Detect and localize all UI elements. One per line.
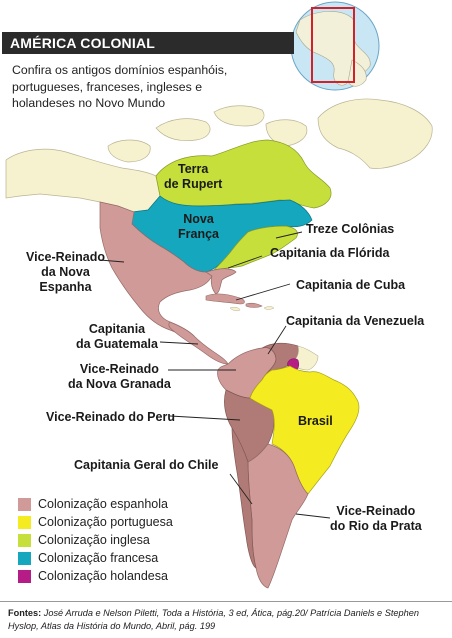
region-chile bbox=[231, 426, 257, 569]
sources-text: José Arruda e Nelson Piletti, Toda a His… bbox=[8, 608, 419, 631]
region-nova-espanha bbox=[99, 201, 213, 337]
label-cuba: Capitania de Cuba bbox=[296, 278, 406, 292]
legend-label: Colonização portuguesa bbox=[38, 515, 173, 529]
legend-label: Colonização inglesa bbox=[38, 533, 150, 547]
legend-label: Colonização francesa bbox=[38, 551, 159, 565]
globe-locator bbox=[290, 1, 380, 91]
sources: Fontes: José Arruda e Nelson Piletti, To… bbox=[8, 607, 448, 632]
legend-swatch bbox=[18, 570, 31, 583]
legend-label: Colonização espanhola bbox=[38, 497, 168, 511]
label-florida: Capitania da Flórida bbox=[270, 246, 390, 260]
legend-swatch bbox=[18, 552, 31, 565]
legend-item: Colonização holandesa bbox=[18, 568, 218, 586]
legend-swatch bbox=[18, 498, 31, 511]
label-treze-colonias: Treze Colônias bbox=[306, 222, 395, 236]
legend-swatch bbox=[18, 516, 31, 529]
label-rio-da-prata: Vice-Reinado do Rio da Prata bbox=[330, 504, 422, 534]
label-line: Nova bbox=[183, 212, 214, 226]
subtitle: Confira os antigos domínios espanhóis, p… bbox=[12, 63, 228, 110]
region-treze-colonias bbox=[212, 225, 298, 271]
caribbean-islands bbox=[205, 293, 275, 312]
page-title: AMÉRICA COLONIAL bbox=[10, 35, 156, 51]
sources-prefix: Fontes: bbox=[8, 608, 42, 618]
legend-item: Colonização espanhola bbox=[18, 496, 218, 514]
region-florida bbox=[205, 268, 237, 295]
label-line: da Guatemala bbox=[76, 337, 158, 351]
label-line: da Nova bbox=[41, 265, 90, 279]
label-line: Espanha bbox=[39, 280, 92, 294]
label-line: França bbox=[178, 227, 219, 241]
legend-item: Colonização francesa bbox=[18, 550, 218, 568]
label-nova-franca: Nova França bbox=[178, 212, 219, 242]
legend-item: Colonização inglesa bbox=[18, 532, 218, 550]
label-brasil: Brasil bbox=[298, 414, 333, 428]
label-line: de Rupert bbox=[164, 177, 223, 191]
label-nova-espanha: Vice-Reinado da Nova Espanha bbox=[26, 250, 105, 295]
label-line: Capitania bbox=[88, 322, 146, 336]
legend-item: Colonização portuguesa bbox=[18, 514, 218, 532]
leader-lines bbox=[99, 231, 331, 519]
region-brasil bbox=[249, 365, 360, 495]
label-line: Vice-Reinado bbox=[26, 250, 105, 264]
divider bbox=[0, 601, 452, 602]
label-line: Terra bbox=[178, 162, 209, 176]
title-bar: AMÉRICA COLONIAL bbox=[2, 32, 294, 54]
legend-swatch bbox=[18, 534, 31, 547]
legend-label: Colonização holandesa bbox=[38, 569, 168, 583]
label-line: do Rio da Prata bbox=[330, 519, 422, 533]
legend: Colonização espanhola Colonização portug… bbox=[18, 496, 218, 586]
label-guatemala: Capitania da Guatemala bbox=[76, 322, 158, 352]
label-venezuela: Capitania da Venezuela bbox=[286, 314, 425, 328]
label-line: Vice-Reinado bbox=[79, 362, 159, 376]
label-peru: Vice-Reinado do Peru bbox=[46, 410, 175, 424]
label-line: Vice-Reinado bbox=[336, 504, 416, 518]
label-line: da Nova Granada bbox=[68, 377, 171, 391]
label-terra-de-rupert: Terra de Rupert bbox=[164, 162, 222, 192]
label-nova-granada: Vice-Reinado da Nova Granada bbox=[68, 362, 171, 392]
label-chile: Capitania Geral do Chile bbox=[74, 458, 219, 472]
